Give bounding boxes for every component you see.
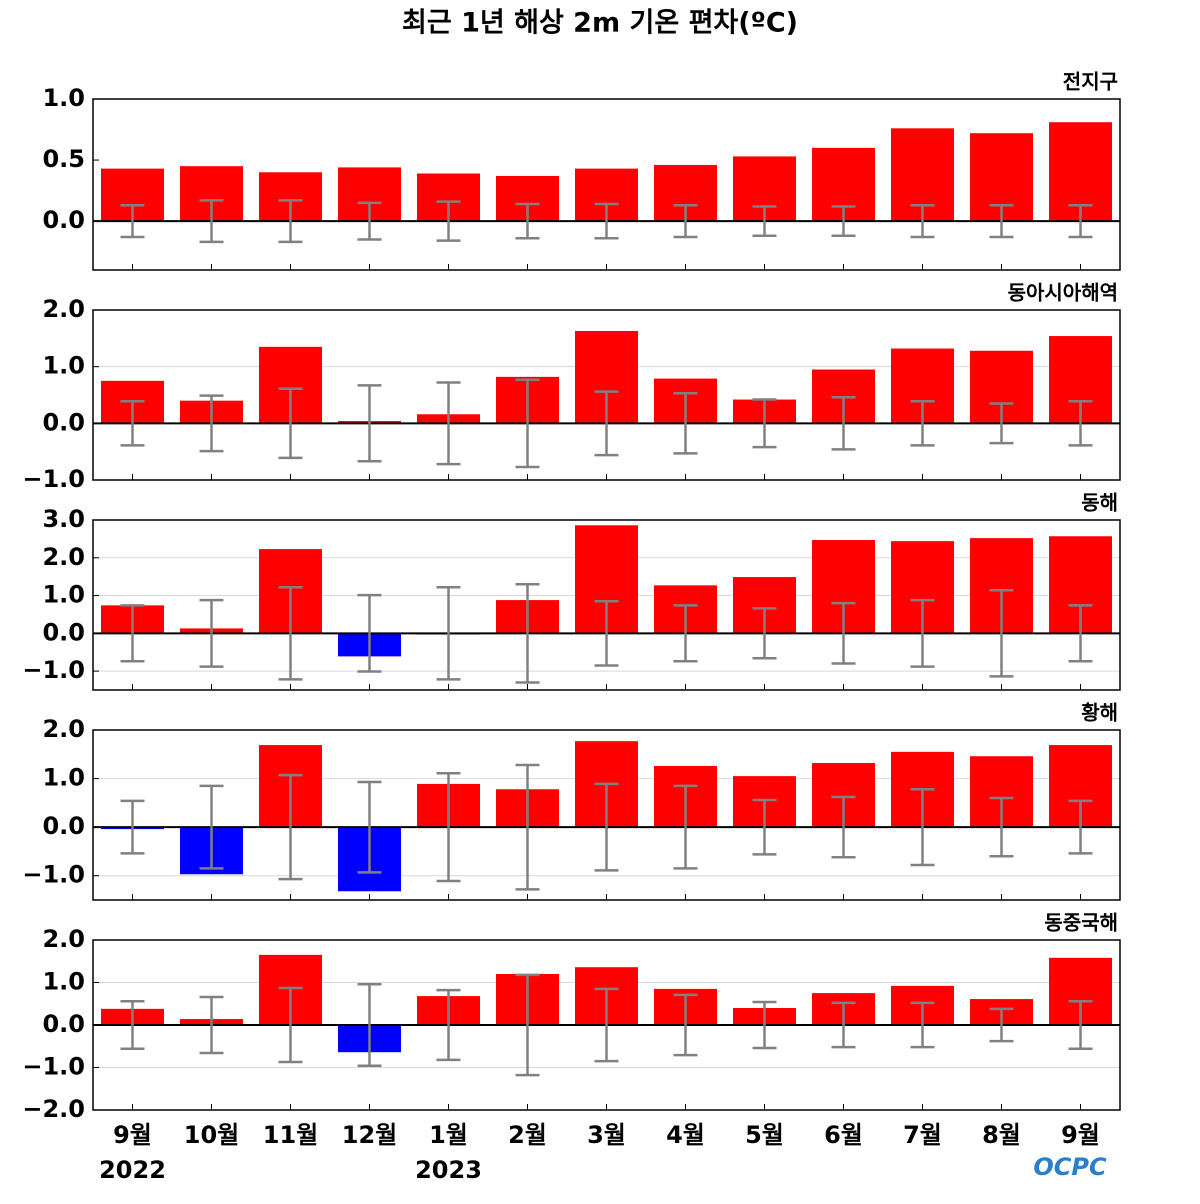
x-tick-label: 3월 [587, 1121, 626, 1149]
y-tick-label: 1.0 [42, 84, 85, 112]
x-tick-label: 12월 [342, 1121, 397, 1149]
x-tick-label: 6월 [824, 1121, 863, 1149]
panel-subtitle: 황해 [1081, 701, 1118, 725]
x-tick-label: 1월 [429, 1121, 468, 1149]
logo: OCPC [1033, 1153, 1107, 1181]
y-tick-label: −1.0 [22, 656, 85, 684]
y-tick-label: 1.0 [42, 581, 85, 609]
x-tick-label: 9월 [1061, 1121, 1100, 1149]
y-tick-label: 2.0 [42, 715, 85, 743]
y-tick-label: 3.0 [42, 505, 85, 533]
y-tick-label: 2.0 [42, 295, 85, 323]
y-tick-label: 1.0 [42, 764, 85, 792]
y-tick-label: 0.0 [42, 408, 85, 436]
panel-subtitle: 동아시아해역 [1008, 281, 1118, 305]
y-tick-label: 0.5 [42, 145, 85, 173]
chart-title: 최근 1년 해상 2m 기온 편차(ºC) [402, 8, 798, 39]
panel-subtitle: 동해 [1081, 491, 1118, 515]
x-year-label: 2022 [99, 1156, 166, 1184]
x-tick-label: 4월 [666, 1121, 705, 1149]
panel-subtitle: 전지구 [1063, 70, 1118, 94]
plot-frame [92, 309, 1121, 481]
x-tick-label: 2월 [508, 1121, 547, 1149]
y-tick-label: −1.0 [22, 465, 85, 493]
plot-frame [92, 98, 1121, 271]
y-tick-label: −1.0 [22, 861, 85, 889]
x-year-label: 2023 [415, 1156, 482, 1184]
panel-subtitle: 동중국해 [1044, 911, 1118, 935]
x-tick-label: 8월 [982, 1121, 1021, 1149]
y-tick-label: 0.0 [42, 618, 85, 646]
plot-frame [92, 519, 1121, 691]
x-tick-label: 11월 [263, 1121, 318, 1149]
x-tick-label: 9월 [113, 1121, 152, 1149]
y-tick-label: 1.0 [42, 352, 85, 380]
y-tick-label: 1.0 [42, 968, 85, 996]
x-tick-label: 7월 [903, 1121, 942, 1149]
y-tick-label: 0.0 [42, 812, 85, 840]
y-tick-label: 2.0 [42, 925, 85, 953]
y-tick-label: −2.0 [22, 1095, 85, 1123]
x-tick-label: 5월 [745, 1121, 784, 1149]
x-tick-label: 10월 [184, 1121, 239, 1149]
y-tick-label: −1.0 [22, 1053, 85, 1081]
plot-frame [92, 729, 1121, 901]
y-tick-label: 0.0 [42, 206, 85, 234]
y-tick-label: 0.0 [42, 1010, 85, 1038]
plot-frame [92, 939, 1121, 1111]
y-tick-label: 2.0 [42, 543, 85, 571]
